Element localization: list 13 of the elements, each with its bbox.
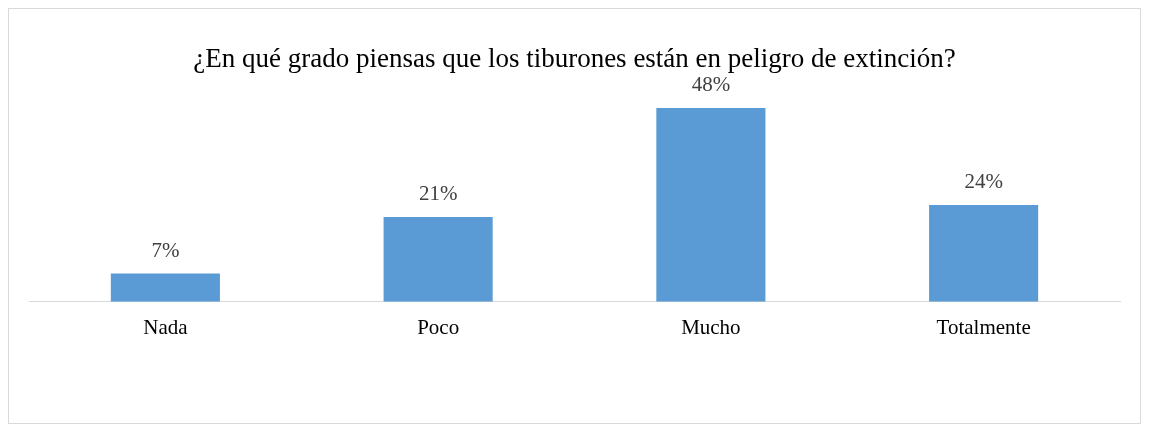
data-label: 24%	[964, 168, 1003, 193]
data-label: 21%	[418, 181, 458, 206]
data-label: 48%	[691, 72, 731, 97]
chart-title: ¿En qué grado piensas que los tiburones están en peligro de extinción?	[192, 42, 957, 75]
x-tick-label: Nada	[143, 314, 189, 339]
bar	[656, 108, 766, 302]
x-tick-label: Mucho	[681, 314, 741, 339]
bar	[110, 273, 220, 302]
data-label: 7%	[151, 237, 180, 262]
bar	[929, 204, 1039, 302]
x-tick-label: Poco	[417, 314, 460, 339]
x-tick-label: Totalmente	[936, 314, 1031, 339]
bar	[383, 217, 493, 302]
